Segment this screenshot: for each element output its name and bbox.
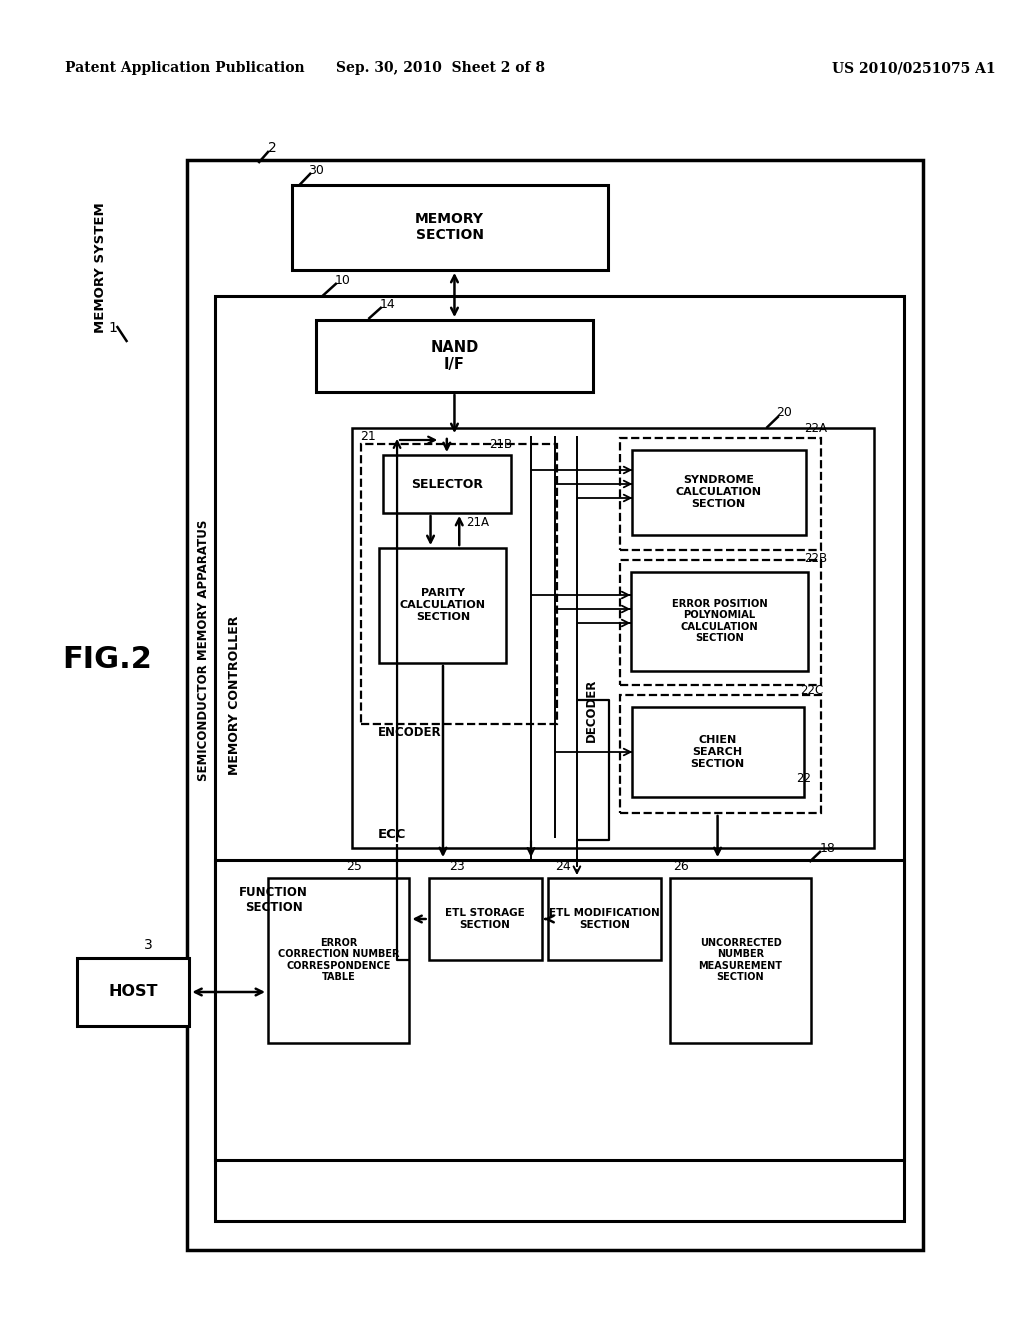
Bar (292, 185, 607, 271)
Text: HOST: HOST (109, 985, 158, 999)
Text: ENCODER: ENCODER (378, 726, 441, 738)
Bar (360, 444, 557, 723)
Text: MEMORY
SECTION: MEMORY SECTION (415, 213, 484, 242)
Text: 24: 24 (555, 861, 570, 874)
Bar (215, 296, 904, 1221)
Bar (620, 696, 821, 813)
Text: SELECTOR: SELECTOR (411, 478, 482, 491)
Bar (315, 319, 593, 392)
Text: 25: 25 (346, 861, 361, 874)
Bar (352, 428, 873, 847)
Text: 21: 21 (360, 429, 376, 442)
Bar (77, 958, 189, 1026)
Bar (268, 878, 410, 1043)
Text: 23: 23 (450, 861, 465, 874)
Bar (215, 861, 904, 1160)
Text: NAND
I/F: NAND I/F (430, 339, 478, 372)
Bar (633, 450, 806, 535)
Text: 22: 22 (797, 771, 811, 784)
Text: Sep. 30, 2010  Sheet 2 of 8: Sep. 30, 2010 Sheet 2 of 8 (336, 61, 545, 75)
Text: 22B: 22B (805, 552, 827, 565)
Bar (379, 548, 506, 663)
Bar (186, 160, 924, 1250)
Text: CHIEN
SEARCH
SECTION: CHIEN SEARCH SECTION (690, 735, 744, 768)
Bar (670, 878, 811, 1043)
Text: 22A: 22A (805, 421, 827, 434)
Text: 30: 30 (308, 164, 324, 177)
Text: SEMICONDUCTOR MEMORY APPARATUS: SEMICONDUCTOR MEMORY APPARATUS (198, 519, 210, 780)
Text: ETL STORAGE
SECTION: ETL STORAGE SECTION (445, 908, 525, 929)
Bar (548, 878, 662, 960)
Text: FIG.2: FIG.2 (62, 645, 153, 675)
Bar (620, 438, 821, 550)
Text: ERROR
CORRECTION NUMBER
CORRESPONDENCE
TABLE: ERROR CORRECTION NUMBER CORRESPONDENCE T… (278, 937, 399, 982)
Text: ERROR POSITION
POLYNOMIAL
CALCULATION
SECTION: ERROR POSITION POLYNOMIAL CALCULATION SE… (672, 598, 767, 643)
Text: 22C: 22C (800, 684, 823, 697)
Text: FUNCTION
SECTION: FUNCTION SECTION (240, 886, 308, 913)
Text: ETL MODIFICATION
SECTION: ETL MODIFICATION SECTION (549, 908, 660, 929)
Text: UNCORRECTED
NUMBER
MEASUREMENT
SECTION: UNCORRECTED NUMBER MEASUREMENT SECTION (698, 937, 782, 982)
Text: 1: 1 (109, 321, 118, 335)
Text: MEMORY CONTROLLER: MEMORY CONTROLLER (228, 615, 241, 775)
Bar (620, 560, 821, 685)
Text: US 2010/0251075 A1: US 2010/0251075 A1 (833, 61, 996, 75)
Text: 20: 20 (776, 407, 793, 420)
Bar (633, 708, 804, 797)
Text: Patent Application Publication: Patent Application Publication (66, 61, 305, 75)
Bar (383, 455, 511, 513)
Text: 18: 18 (819, 842, 836, 854)
Bar (631, 572, 809, 671)
Text: 26: 26 (674, 861, 689, 874)
Text: 21B: 21B (488, 437, 512, 450)
Text: 10: 10 (335, 273, 350, 286)
Text: 21A: 21A (466, 516, 488, 529)
Text: 3: 3 (144, 939, 153, 952)
Text: PARITY
CALCULATION
SECTION: PARITY CALCULATION SECTION (400, 589, 486, 622)
Text: SYNDROME
CALCULATION
SECTION: SYNDROME CALCULATION SECTION (676, 475, 762, 508)
Text: 14: 14 (380, 297, 395, 310)
Bar (429, 878, 542, 960)
Text: MEMORY SYSTEM: MEMORY SYSTEM (94, 203, 106, 334)
Text: ECC: ECC (378, 829, 407, 842)
Text: 2: 2 (268, 141, 278, 154)
Text: DECODER: DECODER (585, 678, 598, 742)
